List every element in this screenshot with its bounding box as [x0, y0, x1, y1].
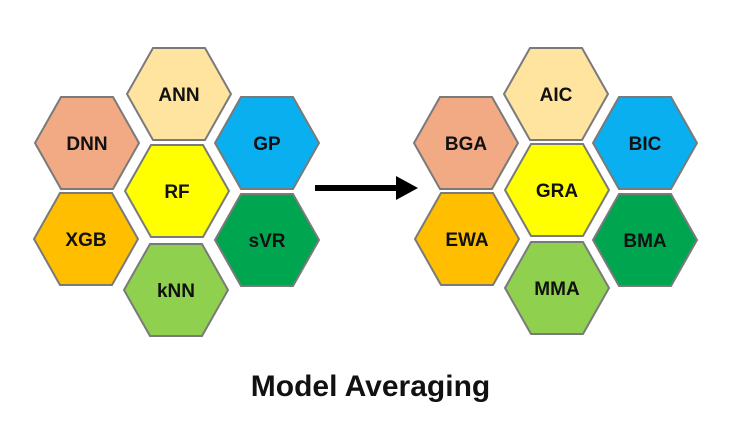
hex-knn: kNN	[122, 243, 230, 337]
hex-label-dnn: DNN	[66, 134, 107, 155]
diagram-caption: Model Averaging	[250, 370, 491, 403]
hex-svr: sVR	[213, 193, 321, 287]
hex-label-gp: GP	[253, 134, 281, 155]
hex-shape-svr	[213, 193, 321, 287]
hex-label-svr: sVR	[249, 231, 286, 252]
hex-shape-rf	[123, 144, 231, 238]
hex-label-ewa: EWA	[445, 230, 489, 251]
hex-bga: BGA	[412, 96, 520, 190]
hex-shape-gra	[503, 143, 611, 237]
hex-rf: RF	[123, 144, 231, 238]
hex-label-gra: GRA	[536, 181, 579, 202]
hex-shape-bga	[412, 96, 520, 190]
hex-ewa: EWA	[413, 192, 521, 286]
hex-xgb: XGB	[32, 192, 140, 286]
transform-arrow	[315, 176, 418, 200]
hex-label-bic: BIC	[629, 134, 662, 155]
hex-bma: BMA	[591, 193, 699, 287]
hex-bic: BIC	[591, 96, 699, 190]
hex-label-aic: AIC	[540, 85, 573, 106]
hex-shape-mma	[503, 241, 611, 335]
hex-shape-dnn	[33, 96, 141, 190]
hex-shape-aic	[502, 47, 610, 141]
hex-mma: MMA	[503, 241, 611, 335]
hex-label-bma: BMA	[623, 231, 667, 252]
hex-label-xgb: XGB	[65, 230, 106, 251]
hex-shape-bic	[591, 96, 699, 190]
hex-label-knn: kNN	[157, 281, 195, 302]
hex-shape-knn	[122, 243, 230, 337]
hex-shape-xgb	[32, 192, 140, 286]
left-model-cluster: ANN DNN GP RF XGB sVR kNN	[32, 47, 321, 337]
hex-gp: GP	[213, 96, 321, 190]
hex-shape-ewa	[413, 192, 521, 286]
hex-label-rf: RF	[164, 182, 189, 203]
hex-shape-gp	[213, 96, 321, 190]
hex-aic: AIC	[502, 47, 610, 141]
hex-label-mma: MMA	[534, 279, 580, 300]
hex-ann: ANN	[125, 47, 233, 141]
hex-label-bga: BGA	[445, 134, 488, 155]
right-method-cluster: AIC BGA BIC GRA EWA BMA MMA	[412, 47, 699, 335]
hex-gra: GRA	[503, 143, 611, 237]
hex-shape-bma	[591, 193, 699, 287]
hex-label-ann: ANN	[158, 85, 199, 106]
hex-dnn: DNN	[33, 96, 141, 190]
hex-shape-ann	[125, 47, 233, 141]
